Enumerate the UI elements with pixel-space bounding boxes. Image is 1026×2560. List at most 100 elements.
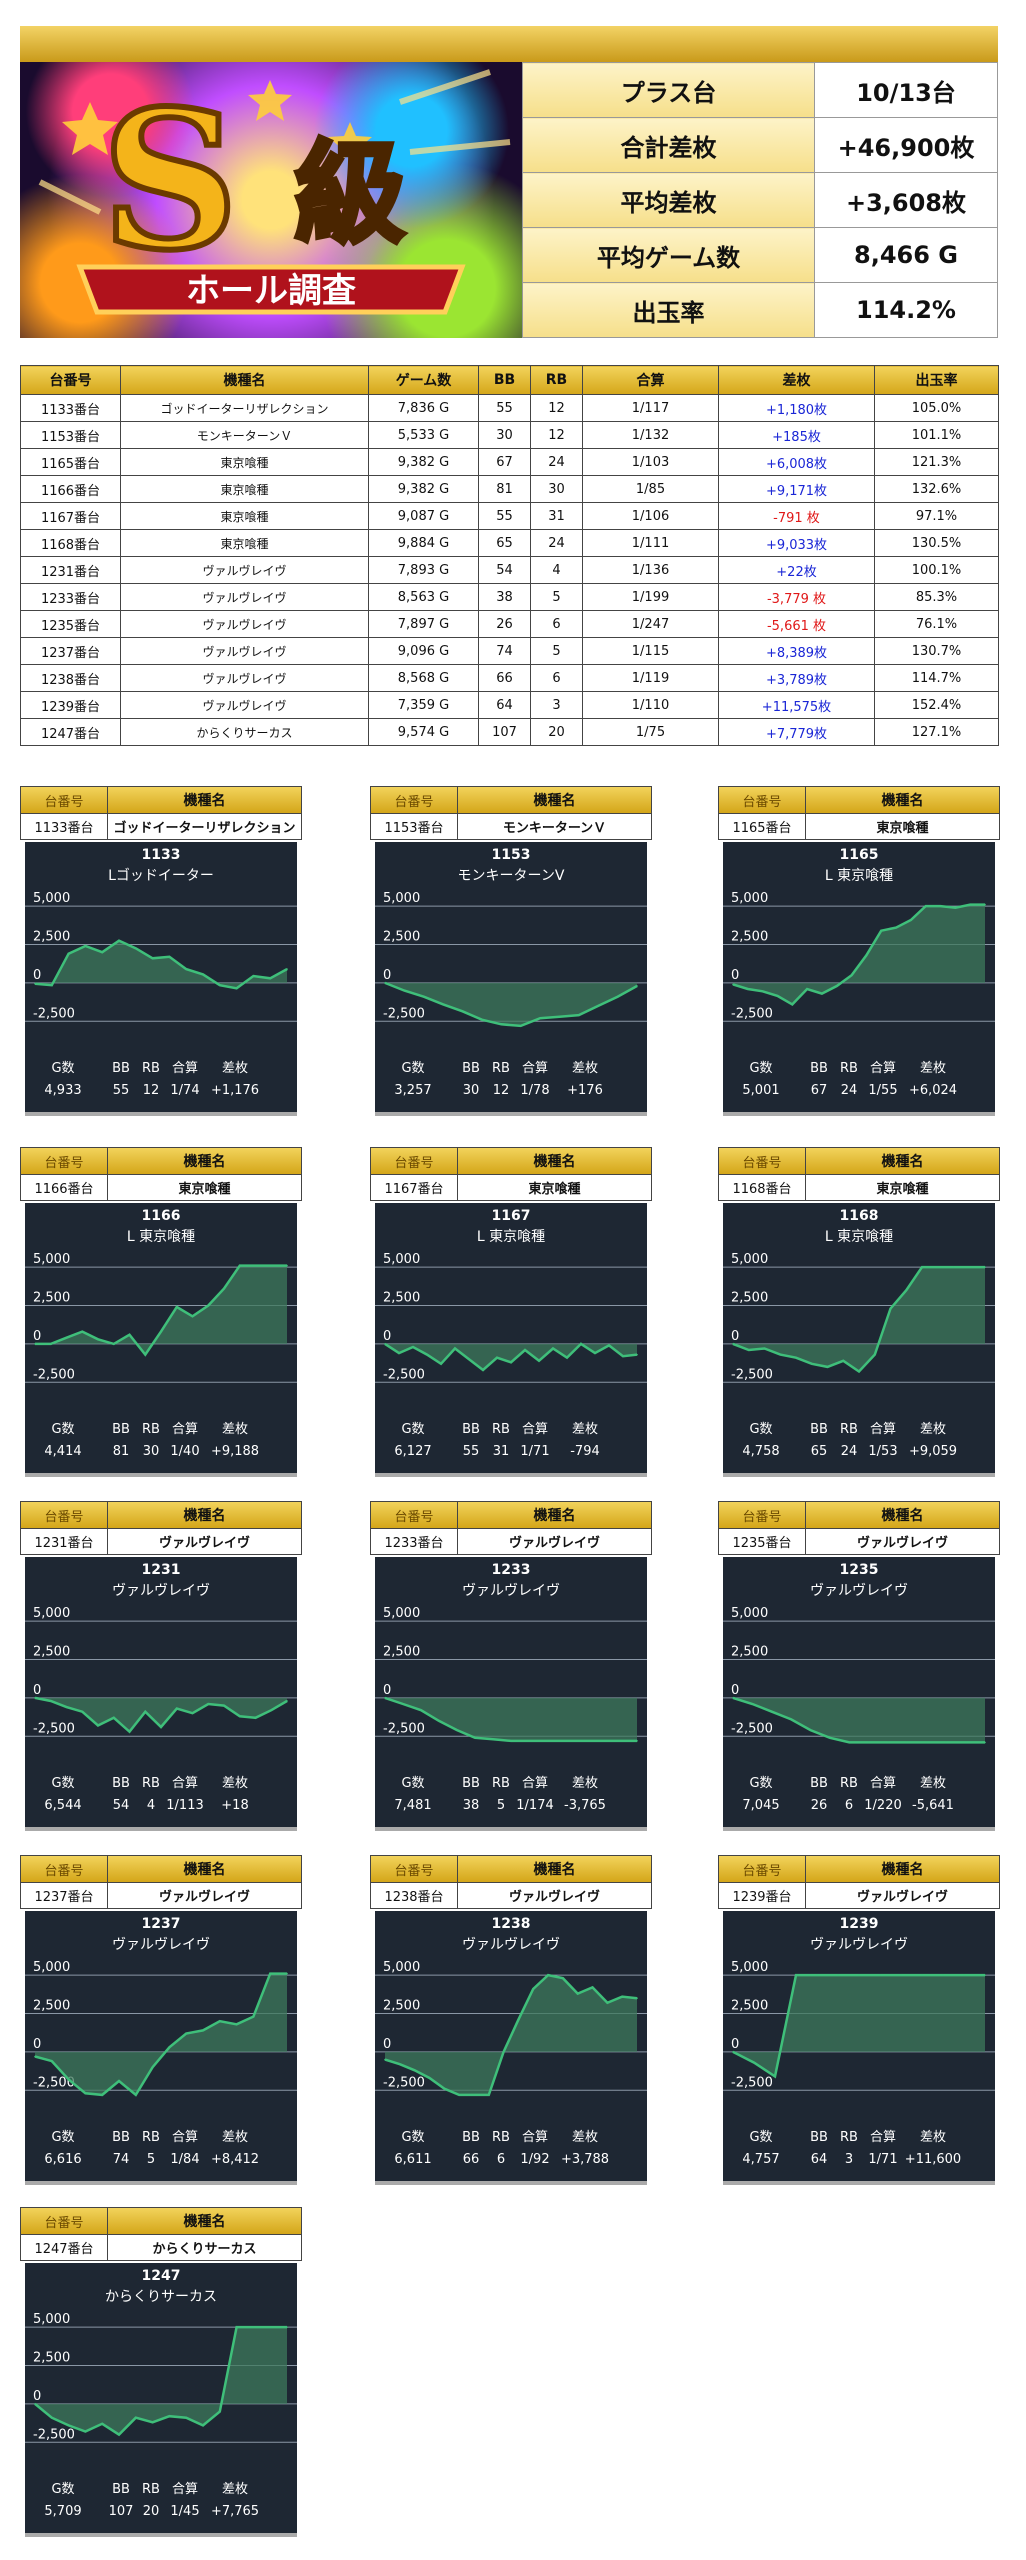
data-point [519, 1025, 522, 1027]
data-point [810, 1363, 813, 1365]
data-point [286, 968, 288, 970]
table-cell: 66 [478, 664, 531, 692]
table-cell: 1/106 [582, 502, 719, 530]
stat-value: 1/92 [520, 2152, 549, 2167]
card-header-no: 台番号 [20, 1147, 108, 1175]
stat-value: 4,757 [742, 2152, 779, 2167]
card-shadow [723, 1112, 995, 1116]
table-cell: 30 [530, 475, 583, 503]
stat-label: G数 [401, 1776, 424, 1791]
slump-chart: 1233 ヴァルヴレイヴ 5,000 2,500 0 -2,500 G数 7,481 BB 38 R… [375, 1562, 647, 1813]
slump-chart: 1166 L 東京喰種 5,000 2,500 0 -2,500 G数 4,414 BB 81 RB… [25, 1208, 297, 1459]
stat-value: 6 [845, 1798, 853, 1813]
summary-value: +3,608枚 [814, 172, 998, 228]
chart-title: 1231 [142, 1562, 181, 1578]
stat-value: 81 [113, 1444, 130, 1459]
data-point [502, 2051, 505, 2053]
data-point [963, 1974, 965, 1976]
machine-chart-card: 台番号 機種名 1239番台 ヴァルヴレイヴ 1239 ヴァルヴレイヴ 5,000 2,500… [718, 1855, 1000, 2185]
card-machine-no: 1231番台 [20, 1529, 108, 1555]
stat-value: 12 [493, 1083, 510, 1098]
table-cell: 54 [478, 556, 531, 584]
data-point [84, 2092, 87, 2095]
stat-value: 4 [147, 1798, 155, 1813]
data-point [473, 2094, 475, 2096]
data-point [270, 1709, 273, 1711]
chart-subtitle: ヴァルヴレイヴ [462, 1582, 560, 1599]
table-row: 1168番台 東京喰種 9,884 G 65 24 1/111 +9,033枚 130.5% [20, 529, 999, 557]
table-cell: 67 [478, 448, 531, 476]
data-point [858, 1370, 860, 1373]
data-point [252, 2326, 255, 2328]
stat-label: BB [462, 2130, 480, 2145]
table-cell: 1247番台 [20, 718, 121, 746]
data-point [939, 905, 942, 907]
data-point [202, 973, 204, 976]
series-line [34, 939, 288, 990]
table-row: 1153番台 モンキーターンＶ 5,533 G 30 12 1/132 +185枚 101.1… [20, 421, 999, 449]
y-tick-label: 2,500 [731, 1999, 768, 2014]
table-row: 1165番台 東京喰種 9,382 G 67 24 1/103 +6,008枚 121.3% [20, 448, 999, 476]
summary-row: 平均ゲーム数 8,466 G [522, 227, 998, 283]
chart-panel: 1231 ヴァルヴレイヴ 5,000 2,500 0 -2,500 G数 6,544 BB 54 R… [25, 1557, 297, 1829]
data-point [223, 1704, 225, 1707]
chart-panel: 1235 ヴァルヴレイヴ 5,000 2,500 0 -2,500 G数 7,045 BB 26 R… [723, 1557, 995, 1829]
card-machine-no: 1237番台 [20, 1883, 108, 1909]
stat-label: BB [112, 1776, 130, 1791]
table-cell: 7,359 G [368, 691, 479, 719]
data-point [238, 1264, 241, 1267]
card-header-name: 機種名 [458, 1855, 652, 1883]
stat-value: 6,616 [44, 2152, 81, 2167]
series-line [732, 903, 985, 1006]
stat-value: 1/71 [868, 2152, 897, 2167]
data-point [636, 1997, 638, 1999]
stat-value: 24 [841, 1083, 858, 1098]
data-point [151, 2066, 154, 2069]
data-point [594, 1352, 596, 1354]
table-cell: ヴァルヴレイヴ [120, 691, 369, 719]
table-cell: 12 [530, 421, 583, 449]
stat-label: 合算 [172, 1422, 198, 1437]
chart-subtitle: ヴァルヴレイヴ [810, 1582, 908, 1599]
y-tick-label: 0 [33, 1683, 41, 1698]
summary-label: 平均差枚 [522, 172, 815, 228]
data-point [235, 987, 238, 990]
card-machine-name: ヴァルヴレイヴ [458, 1883, 652, 1909]
card-shadow [723, 1827, 995, 1831]
series-area [385, 1343, 637, 1370]
banner-ribbon [76, 264, 466, 315]
table-cell: 74 [478, 637, 531, 665]
y-tick-label: -2,500 [33, 2075, 75, 2090]
data-point [51, 984, 53, 986]
card-machine-name: ヴァルヴレイヴ [458, 1529, 652, 1555]
card-header-no: 台番号 [718, 1501, 806, 1529]
series-line [732, 1696, 985, 1744]
table-cell: +9,033枚 [718, 529, 875, 557]
y-tick-label: -2,500 [383, 1721, 425, 1736]
y-tick-label: 0 [33, 2037, 41, 2052]
table-row: 1167番台 東京喰種 9,087 G 55 31 1/106 -791 枚 97.1% [20, 502, 999, 530]
stat-value: 1/74 [170, 1083, 199, 1098]
card-header-name: 機種名 [806, 786, 1000, 814]
table-cell: 81 [478, 475, 531, 503]
table-row: 1166番台 東京喰種 9,382 G 81 30 1/85 +9,171枚 132.6% [20, 475, 999, 503]
table-cell: 東京喰種 [120, 475, 369, 503]
stat-value: +18 [221, 1798, 248, 1813]
stat-label: G数 [51, 1422, 74, 1437]
table-cell: 1/115 [582, 637, 719, 665]
chart-panel: 1165 L 東京喰種 5,000 2,500 0 -2,500 G数 5,001 BB 67 RB… [723, 842, 995, 1114]
y-tick-label: 5,000 [731, 1252, 768, 1267]
data-point [795, 1356, 797, 1359]
data-point [636, 1740, 638, 1742]
stat-label: RB [840, 1776, 858, 1791]
slump-chart: 1165 L 東京喰種 5,000 2,500 0 -2,500 G数 5,001 BB 67 RB… [723, 847, 995, 1098]
data-point [118, 2080, 120, 2082]
data-point [413, 2069, 416, 2072]
machine-chart-card: 台番号 機種名 1167番台 東京喰種 1167 L 東京喰種 5,000 2,500 0 -2,… [370, 1147, 652, 1477]
data-point [873, 1353, 876, 1356]
series-area [35, 1697, 287, 1732]
table-row: 1237番台 ヴァルヴレイヴ 9,096 G 74 5 1/115 +8,389枚 130.7… [20, 637, 999, 665]
data-point [791, 1003, 794, 1006]
chart-panel: 1233 ヴァルヴレイヴ 5,000 2,500 0 -2,500 G数 7,481 BB 38 R… [375, 1557, 647, 1829]
y-tick-label: 2,500 [383, 930, 420, 945]
